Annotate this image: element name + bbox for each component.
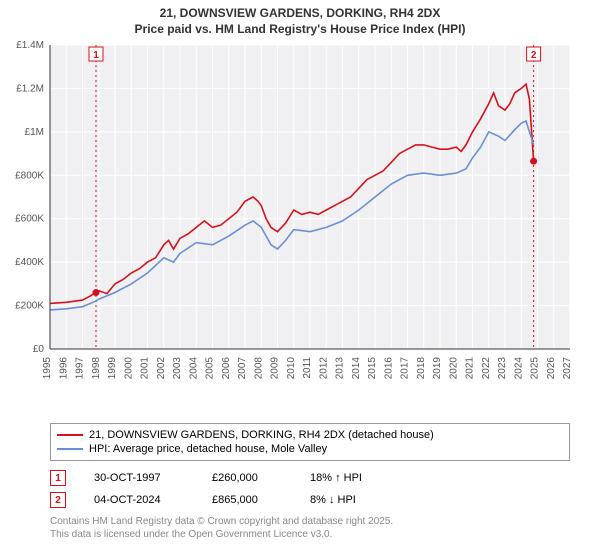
chart-svg: £0 £200K £400K £600K £800K £1M £1.2M £1.4M 1995 1…	[0, 39, 600, 419]
marker-date: 04-OCT-2024	[94, 494, 184, 506]
svg-text:2020: 2020	[448, 357, 459, 380]
legend-swatch	[57, 434, 83, 436]
svg-text:£0: £0	[33, 344, 45, 355]
footer-line-2: This data is licensed under the Open Gov…	[50, 528, 570, 541]
marker-row: 1 30-OCT-1997 £260,000 18% ↑ HPI	[50, 467, 570, 489]
svg-text:£800K: £800K	[15, 170, 44, 181]
svg-text:1999: 1999	[107, 357, 118, 380]
svg-text:1997: 1997	[75, 357, 86, 380]
marker-row: 2 04-OCT-2024 £865,000 8% ↓ HPI	[50, 489, 570, 511]
footer-attribution: Contains HM Land Registry data © Crown c…	[50, 515, 570, 541]
title-line-2: Price paid vs. HM Land Registry's House …	[0, 22, 600, 38]
marker-hpi: 8% ↓ HPI	[310, 494, 400, 506]
svg-text:1996: 1996	[58, 357, 69, 380]
chart-plot: £0 £200K £400K £600K £800K £1M £1.2M £1.4M 1995 1…	[0, 39, 600, 419]
svg-text:2000: 2000	[123, 357, 134, 380]
svg-text:1: 1	[93, 50, 99, 61]
svg-text:2018: 2018	[416, 357, 427, 380]
svg-text:2022: 2022	[481, 357, 492, 380]
svg-text:2017: 2017	[400, 357, 411, 380]
svg-text:2002: 2002	[156, 357, 167, 380]
svg-text:2021: 2021	[465, 357, 476, 380]
marker-badge: 2	[50, 492, 66, 508]
legend: 21, DOWNSVIEW GARDENS, DORKING, RH4 2DX …	[50, 423, 570, 461]
svg-text:2010: 2010	[286, 357, 297, 380]
legend-label: 21, DOWNSVIEW GARDENS, DORKING, RH4 2DX …	[89, 429, 434, 441]
marker-date: 30-OCT-1997	[94, 472, 184, 484]
svg-text:2025: 2025	[530, 357, 541, 380]
marker-badge: 1	[50, 470, 66, 486]
svg-text:2027: 2027	[562, 357, 573, 380]
legend-label: HPI: Average price, detached house, Mole…	[89, 443, 327, 455]
svg-text:2006: 2006	[221, 357, 232, 380]
svg-text:2013: 2013	[335, 357, 346, 380]
svg-text:2001: 2001	[140, 357, 151, 380]
svg-text:2014: 2014	[351, 357, 362, 380]
marker-table: 1 30-OCT-1997 £260,000 18% ↑ HPI 2 04-OCT-202…	[50, 467, 570, 511]
svg-text:2026: 2026	[546, 357, 557, 380]
svg-text:2005: 2005	[205, 357, 216, 380]
svg-text:£200K: £200K	[15, 301, 44, 312]
svg-text:2012: 2012	[318, 357, 329, 380]
legend-item: HPI: Average price, detached house, Mole…	[57, 442, 563, 456]
footer-line-1: Contains HM Land Registry data © Crown c…	[50, 515, 570, 528]
legend-item: 21, DOWNSVIEW GARDENS, DORKING, RH4 2DX …	[57, 428, 563, 442]
svg-text:£1M: £1M	[25, 127, 44, 138]
svg-text:2011: 2011	[302, 357, 313, 379]
svg-text:1998: 1998	[91, 357, 102, 380]
svg-text:2004: 2004	[188, 357, 199, 380]
svg-text:2016: 2016	[383, 357, 394, 380]
marker-price: £260,000	[212, 472, 282, 484]
svg-text:2015: 2015	[367, 357, 378, 380]
chart-title: 21, DOWNSVIEW GARDENS, DORKING, RH4 2DX …	[0, 0, 600, 39]
title-line-1: 21, DOWNSVIEW GARDENS, DORKING, RH4 2DX	[0, 6, 600, 22]
svg-text:2: 2	[531, 50, 537, 61]
svg-text:2019: 2019	[432, 357, 443, 380]
svg-text:1995: 1995	[42, 357, 53, 380]
svg-text:2003: 2003	[172, 357, 183, 380]
svg-text:2024: 2024	[513, 357, 524, 380]
legend-swatch	[57, 448, 83, 450]
svg-text:2008: 2008	[253, 357, 264, 380]
chart-container: 21, DOWNSVIEW GARDENS, DORKING, RH4 2DX …	[0, 0, 600, 541]
svg-text:2007: 2007	[237, 357, 248, 380]
svg-text:2009: 2009	[270, 357, 281, 380]
svg-text:£1.4M: £1.4M	[16, 40, 44, 51]
svg-text:2023: 2023	[497, 357, 508, 380]
svg-text:£400K: £400K	[15, 257, 44, 268]
svg-text:£1.2M: £1.2M	[16, 84, 44, 95]
marker-price: £865,000	[212, 494, 282, 506]
svg-text:£600K: £600K	[15, 214, 44, 225]
marker-hpi: 18% ↑ HPI	[310, 472, 400, 484]
